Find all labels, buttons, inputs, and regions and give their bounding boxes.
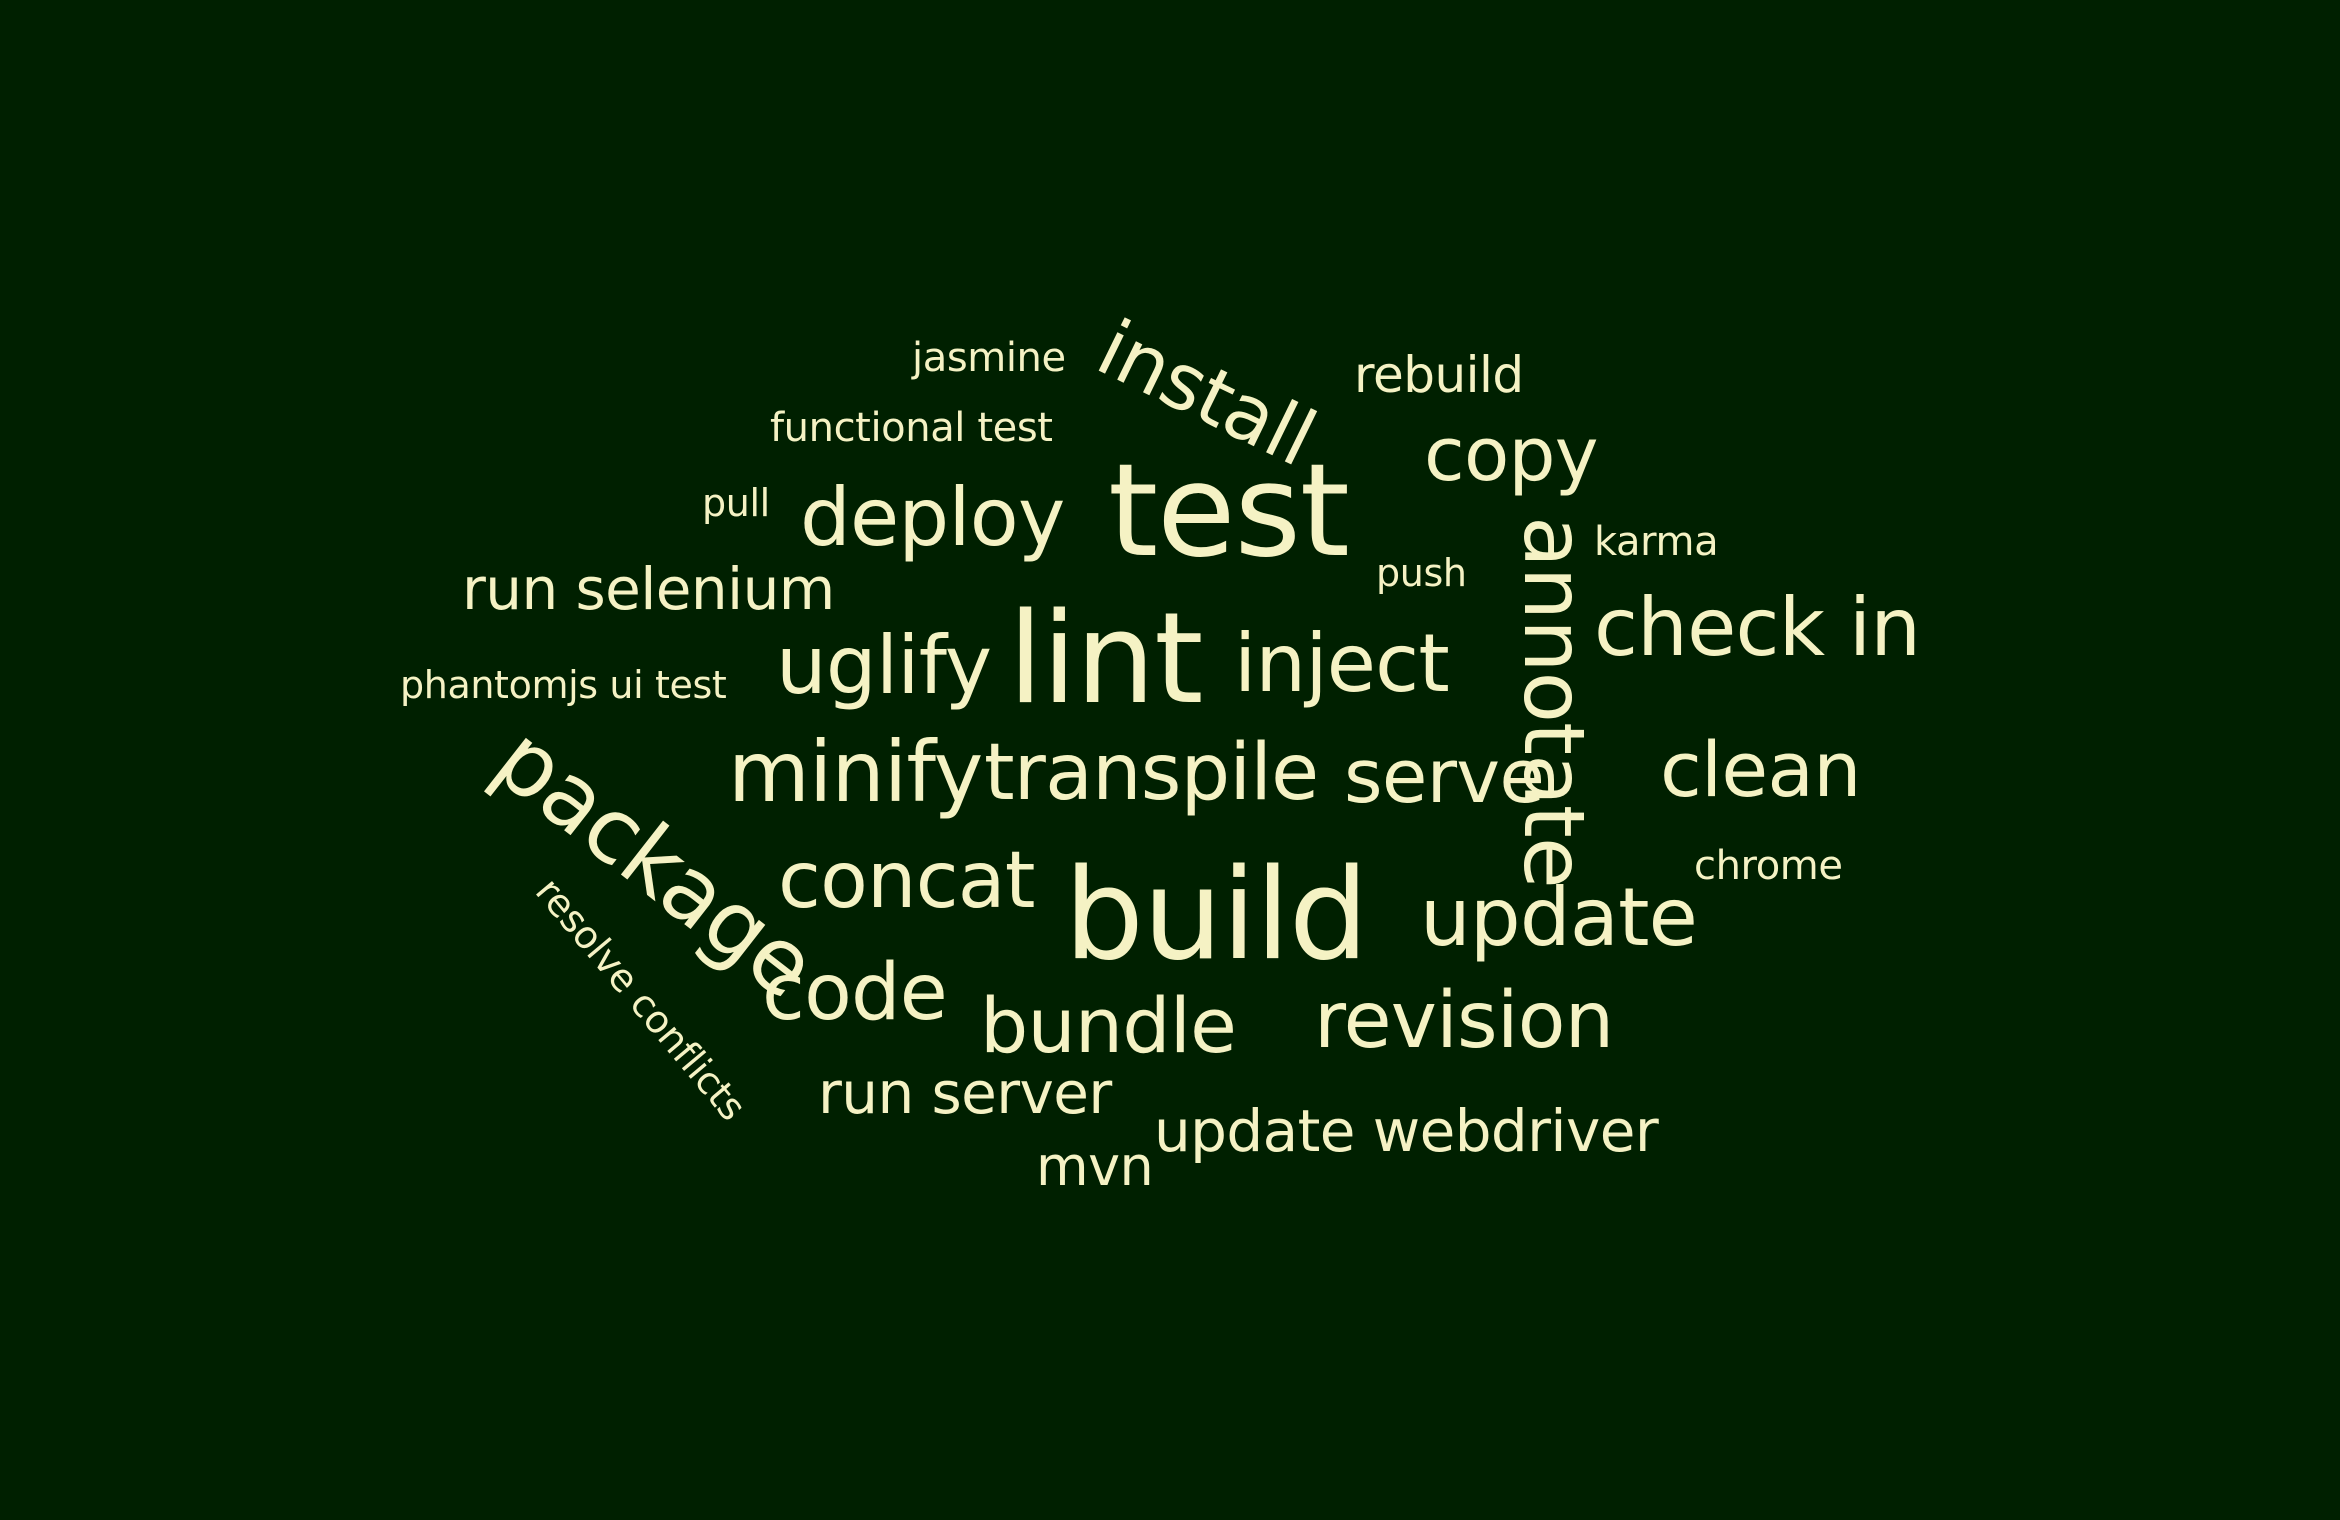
word-run-selenium: run selenium bbox=[462, 555, 835, 623]
word-phantomjs-ui-test: phantomjs ui test bbox=[400, 663, 727, 707]
word-uglify: uglify bbox=[776, 619, 992, 712]
word-run-server: run server bbox=[818, 1059, 1112, 1127]
word-inject: inject bbox=[1234, 617, 1450, 710]
word-jasmine: jasmine bbox=[912, 335, 1066, 381]
word-update-webdriver: update webdriver bbox=[1154, 1097, 1659, 1165]
word-code: code bbox=[762, 948, 948, 1038]
word-annotate: annotate bbox=[1504, 516, 1603, 888]
word-serve: serve bbox=[1344, 734, 1545, 820]
word-build: build bbox=[1064, 841, 1369, 988]
word-pull: pull bbox=[702, 481, 770, 525]
word-functional-test: functional test bbox=[770, 405, 1053, 451]
word-rebuild: rebuild bbox=[1354, 346, 1524, 404]
word-test: test bbox=[1108, 437, 1350, 586]
word-transpile: transpile bbox=[984, 728, 1319, 818]
word-mvn: mvn bbox=[1036, 1135, 1154, 1198]
word-clean: clean bbox=[1660, 725, 1861, 814]
word-minify: minify bbox=[728, 723, 983, 821]
word-concat: concat bbox=[778, 836, 1035, 926]
word-bundle: bundle bbox=[980, 981, 1237, 1070]
word-update: update bbox=[1420, 871, 1698, 964]
word-copy: copy bbox=[1424, 412, 1599, 498]
word-karma: karma bbox=[1594, 519, 1719, 565]
word-push: push bbox=[1376, 551, 1467, 595]
word-lint: lint bbox=[1008, 585, 1204, 732]
word-check-in: check in bbox=[1594, 581, 1921, 674]
word-deploy: deploy bbox=[800, 471, 1065, 564]
word-revision: revision bbox=[1314, 976, 1614, 1066]
word-chrome: chrome bbox=[1694, 843, 1843, 889]
